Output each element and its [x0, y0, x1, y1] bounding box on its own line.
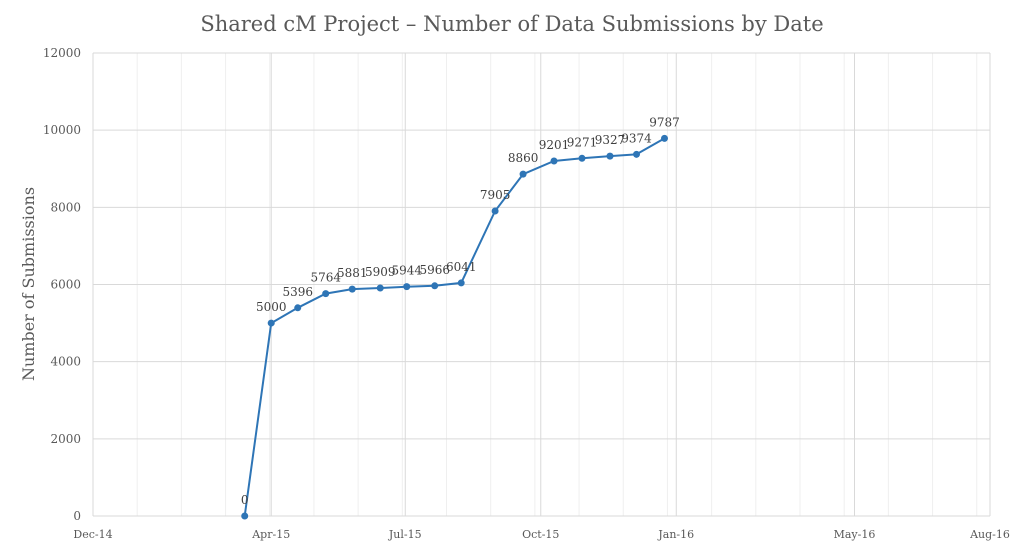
- x-tick-label: Oct-15: [522, 528, 559, 541]
- data-point: [403, 283, 411, 291]
- series-line-group: [241, 134, 668, 520]
- data-label: 8860: [508, 151, 539, 165]
- data-label: 9201: [539, 138, 570, 152]
- x-tick-label: Dec-14: [73, 528, 112, 541]
- data-point: [550, 157, 558, 165]
- x-tick-label: Jul-15: [388, 528, 422, 541]
- data-point: [267, 319, 275, 327]
- x-tick-label: May-16: [834, 528, 876, 541]
- y-tick-label: 0: [73, 509, 81, 523]
- data-label: 5944: [391, 264, 422, 278]
- x-tick-label: Apr-15: [251, 528, 290, 541]
- y-tick-label: 10000: [43, 123, 81, 137]
- data-label: 5764: [310, 271, 341, 285]
- data-label: 9327: [595, 133, 626, 147]
- data-label: 5000: [256, 300, 287, 314]
- data-label: 9271: [567, 135, 598, 149]
- data-label: 5396: [282, 285, 313, 299]
- y-tick-label: 12000: [43, 46, 81, 60]
- data-label: 5909: [365, 265, 396, 279]
- data-label: 9787: [649, 115, 680, 129]
- y-axis-label: Number of Submissions: [19, 187, 38, 381]
- x-tick-labels: Dec-14 Apr-15 Jul-15 Oct-15 Jan-16 May-16 Aug-…: [73, 528, 1010, 541]
- data-label: 5966: [419, 263, 450, 277]
- x-tick-label: Aug-16: [969, 528, 1010, 541]
- data-point: [322, 290, 330, 298]
- data-point: [457, 279, 465, 287]
- data-label: 9374: [621, 131, 652, 145]
- data-point: [519, 170, 527, 178]
- y-tick-labels: 0 2000 4000 6000 8000 10000 12000: [43, 46, 81, 523]
- data-point: [606, 152, 614, 160]
- data-point: [294, 304, 302, 312]
- y-tick-label: 4000: [50, 355, 81, 369]
- data-point: [578, 154, 586, 162]
- data-point: [633, 150, 641, 158]
- y-tick-label: 8000: [50, 200, 81, 214]
- data-point: [241, 512, 249, 520]
- data-point: [431, 282, 439, 290]
- x-tick-label: Jan-16: [657, 528, 694, 541]
- y-tick-label: 6000: [50, 278, 81, 292]
- data-label: 6041: [446, 260, 477, 274]
- grid-lines: [92, 52, 991, 517]
- data-point: [376, 284, 384, 292]
- series-line: [243, 137, 665, 517]
- data-label: 7905: [480, 188, 511, 202]
- y-tick-label: 2000: [50, 432, 81, 446]
- data-label: 0: [241, 493, 249, 507]
- chart-title: Shared cM Project – Number of Data Submi…: [200, 12, 823, 36]
- data-point: [348, 285, 356, 293]
- data-label: 5881: [337, 266, 368, 280]
- data-point: [491, 207, 499, 215]
- data-point: [660, 134, 668, 142]
